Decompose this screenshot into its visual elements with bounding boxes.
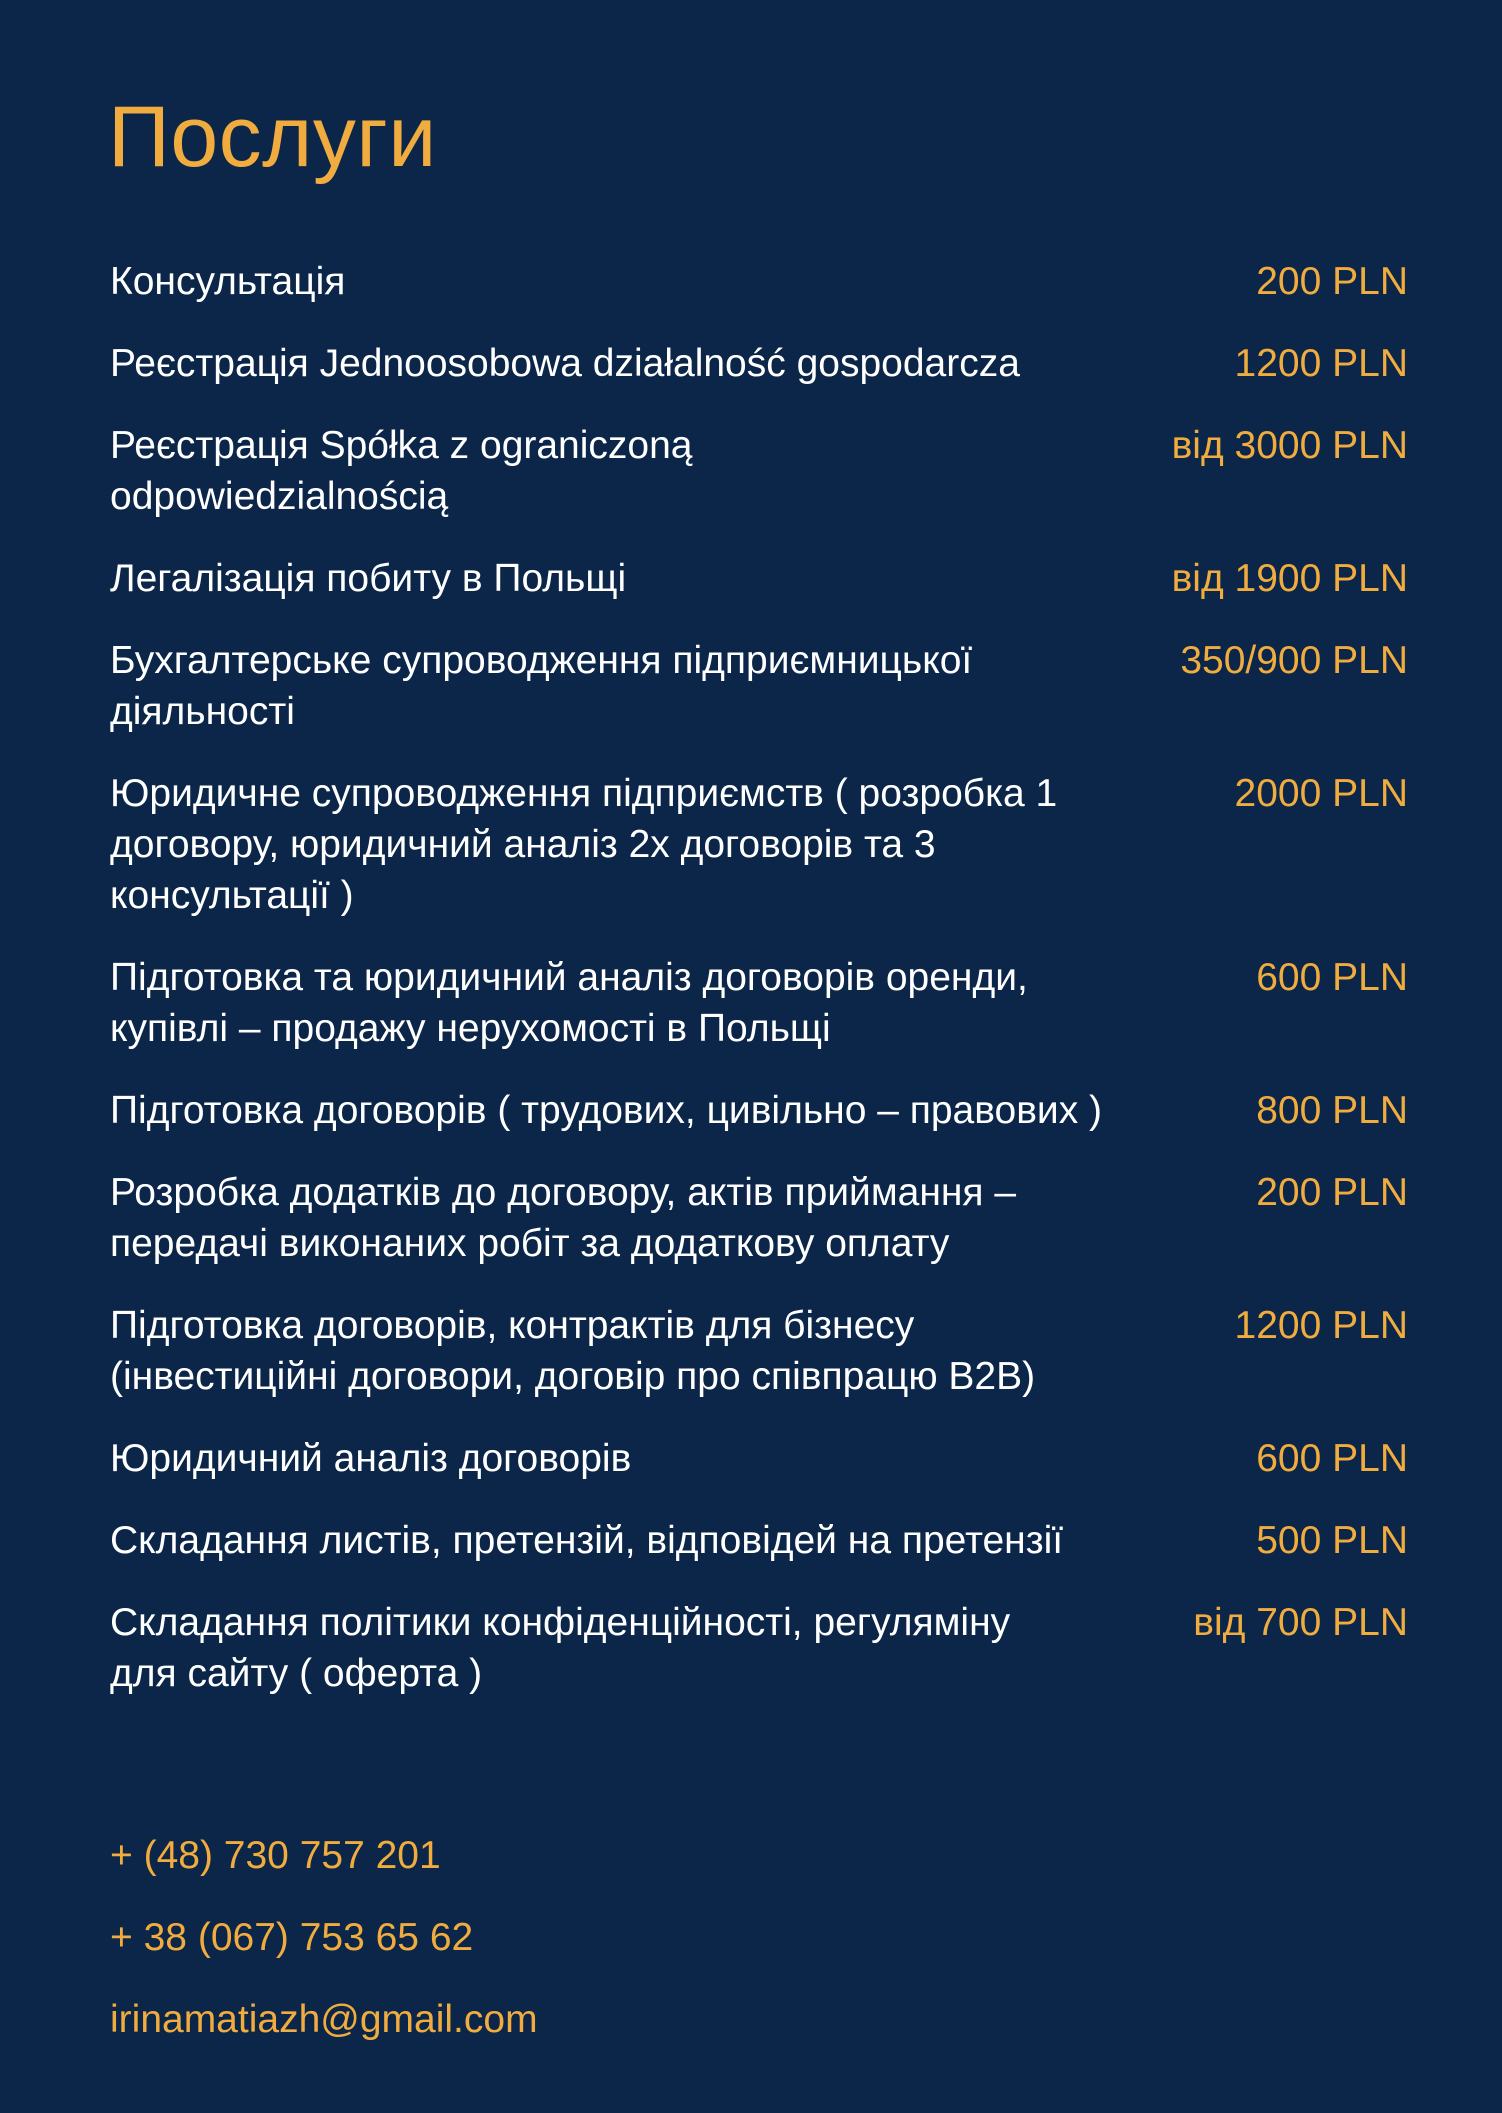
services-list: Консультація 200 PLN Реєстрація Jednoosobo… xyxy=(110,256,1408,1730)
service-row: Юридичний аналіз договорів 600 PLN xyxy=(110,1433,1408,1484)
service-name-line: Консультація xyxy=(110,260,346,303)
service-name: Реєстрація Spółka z ograniczoną odpowiedz… xyxy=(110,420,693,522)
service-row: Реєстрація Spółka z ograniczoną odpowiedz… xyxy=(110,420,1408,522)
service-name-line: діяльності xyxy=(110,690,295,733)
service-name-line: odpowiedzialnością xyxy=(110,475,449,518)
service-price: від 700 PLN xyxy=(1193,1601,1408,1644)
contacts: + (48) 730 757 201 + 38 (067) 753 65 62 … xyxy=(110,1830,538,2076)
service-name-line: Розробка додатків до договору, актів при… xyxy=(110,1171,1017,1214)
service-name-line: Реєстрація Jednoosobowa działalność gosp… xyxy=(110,342,1020,385)
service-row: Підготовка договорів, контрактів для біз… xyxy=(110,1300,1408,1402)
service-row: Реєстрація Jednoosobowa działalność gosp… xyxy=(110,338,1408,389)
service-name-line: Легалізація побиту в Польщі xyxy=(110,557,627,600)
service-name-line: договору, юридичний аналіз 2х договорів … xyxy=(110,823,936,866)
service-price: 1200 PLN xyxy=(1234,342,1408,385)
service-name: Підготовка та юридичний аналіз договорів… xyxy=(110,952,1028,1054)
service-price: 600 PLN xyxy=(1256,956,1408,999)
service-name: Легалізація побиту в Польщі xyxy=(110,553,626,604)
service-price: 800 PLN xyxy=(1256,1089,1408,1132)
service-name-line: Складання політики конфіденційності, рег… xyxy=(110,1601,1011,1644)
service-row: Підготовка договорів ( трудових, цивільн… xyxy=(110,1085,1408,1136)
service-name-line: (інвестиційні договори, договір про спів… xyxy=(110,1355,1036,1398)
service-row: Бухгалтерське супроводження підприємниць… xyxy=(110,635,1408,737)
phone-ua-link[interactable]: + 38 (067) 753 65 62 xyxy=(110,1916,474,1959)
service-name-line: купівлі – продажу нерухомості в Польщі xyxy=(110,1007,831,1050)
service-row: Юридичне супроводження підприємств ( роз… xyxy=(110,768,1408,921)
service-name-line: Підготовка та юридичний аналіз договорів… xyxy=(110,956,1028,999)
service-name: Складання політики конфіденційності, рег… xyxy=(110,1597,1010,1699)
service-price: 350/900 PLN xyxy=(1180,639,1408,682)
service-row: Легалізація побиту в Польщі від 1900 PLN xyxy=(110,553,1408,604)
service-price: 600 PLN xyxy=(1256,1437,1408,1480)
service-row: Складання листів, претензій, відповідей … xyxy=(110,1515,1408,1566)
service-price: 200 PLN xyxy=(1256,260,1408,303)
service-row: Підготовка та юридичний аналіз договорів… xyxy=(110,952,1408,1054)
service-name: Реєстрація Jednoosobowa działalność gosp… xyxy=(110,338,1020,389)
service-name: Консультація xyxy=(110,256,345,307)
email-link[interactable]: irinamatiazh@gmail.com xyxy=(110,1998,538,2041)
service-price: 500 PLN xyxy=(1256,1519,1408,1562)
phone-pl-link[interactable]: + (48) 730 757 201 xyxy=(110,1834,441,1877)
service-name-line: Складання листів, претензій, відповідей … xyxy=(110,1519,1064,1562)
service-name-line: Підготовка договорів, контрактів для біз… xyxy=(110,1304,915,1347)
service-name-line: передачі виконаних робіт за додаткову оп… xyxy=(110,1222,950,1265)
service-name-line: Підготовка договорів ( трудових, цивільн… xyxy=(110,1089,1103,1132)
service-price: 2000 PLN xyxy=(1234,772,1408,815)
service-name: Бухгалтерське супроводження підприємниць… xyxy=(110,635,972,737)
page-title: Послуги xyxy=(108,89,437,185)
service-price: від 1900 PLN xyxy=(1171,557,1408,600)
service-name: Юридичний аналіз договорів xyxy=(110,1433,631,1484)
service-name: Складання листів, претензій, відповідей … xyxy=(110,1515,1063,1566)
service-row: Складання політики конфіденційності, рег… xyxy=(110,1597,1408,1699)
service-name-line: Юридичне супроводження підприємств ( роз… xyxy=(110,772,1058,815)
service-name-line: консультації ) xyxy=(110,874,354,917)
service-name: Розробка додатків до договору, актів при… xyxy=(110,1167,1016,1269)
service-name-line: Бухгалтерське супроводження підприємниць… xyxy=(110,639,973,682)
service-row: Розробка додатків до договору, актів при… xyxy=(110,1167,1408,1269)
service-name-line: для сайту ( оферта ) xyxy=(110,1652,483,1695)
service-price: від 3000 PLN xyxy=(1171,424,1408,467)
service-name-line: Реєстрація Spółka z ograniczoną xyxy=(110,424,693,467)
service-price: 1200 PLN xyxy=(1234,1304,1408,1347)
service-price: 200 PLN xyxy=(1256,1171,1408,1214)
service-name: Юридичне супроводження підприємств ( роз… xyxy=(110,768,1057,921)
service-name: Підготовка договорів ( трудових, цивільн… xyxy=(110,1085,1102,1136)
service-name: Підготовка договорів, контрактів для біз… xyxy=(110,1300,1035,1402)
service-name-line: Юридичний аналіз договорів xyxy=(110,1437,632,1480)
service-row: Консультація 200 PLN xyxy=(110,256,1408,307)
